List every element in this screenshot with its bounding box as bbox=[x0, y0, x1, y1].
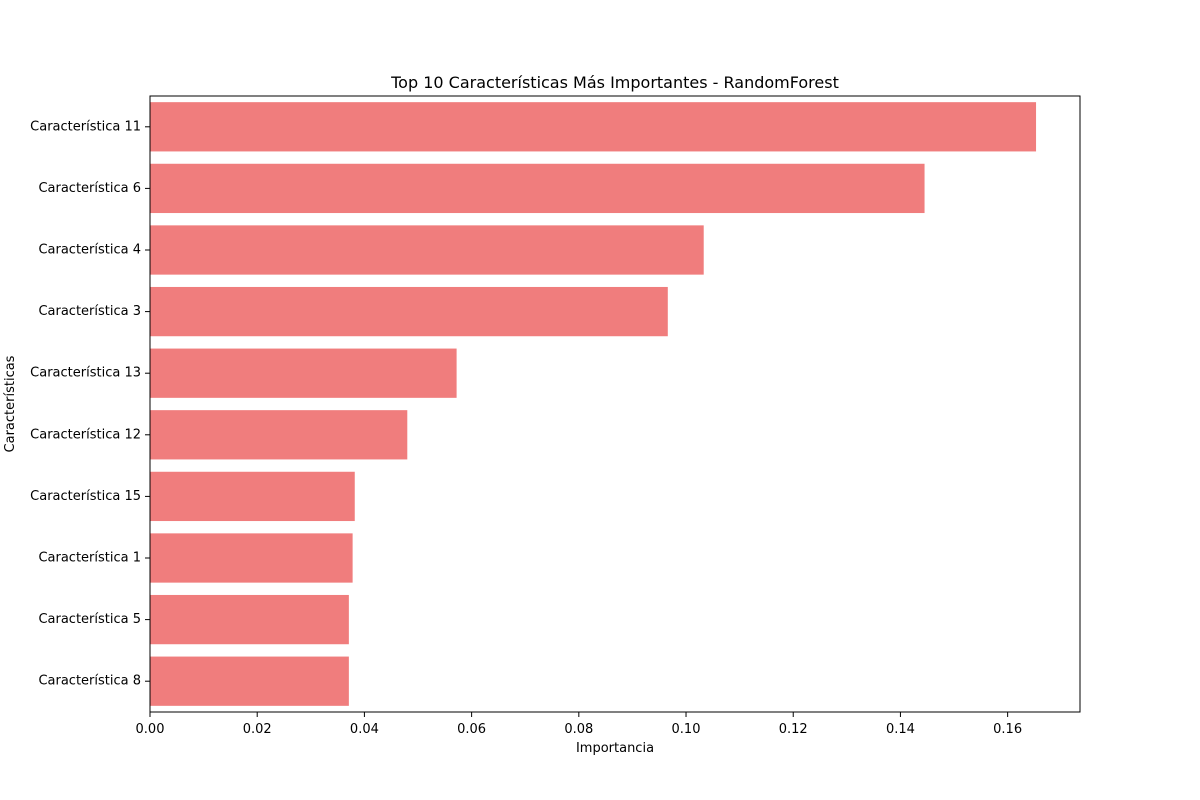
bar-9 bbox=[150, 594, 349, 645]
y-tick-label: Característica 11 bbox=[30, 119, 141, 134]
y-axis-label: Características bbox=[3, 355, 18, 452]
x-tick-label: 0.10 bbox=[672, 722, 701, 737]
bar-8 bbox=[150, 533, 353, 583]
x-tick-label: 0.16 bbox=[993, 722, 1022, 737]
y-tick-label: Característica 15 bbox=[30, 489, 141, 504]
x-axis-label: Importancia bbox=[576, 741, 654, 756]
y-tick-label: Característica 8 bbox=[38, 674, 141, 689]
bar-1 bbox=[150, 102, 1037, 152]
y-tick-label: Característica 5 bbox=[38, 612, 141, 627]
x-tick-label: 0.08 bbox=[564, 722, 593, 737]
x-tick-label: 0.12 bbox=[779, 722, 808, 737]
x-ticks-group: 0.00 0.02 0.04 0.06 0.08 0.10 0.12 0.14 0.16 bbox=[136, 712, 1022, 737]
bar-5 bbox=[150, 348, 457, 398]
chart-title: Top 10 Características Más Importantes -… bbox=[390, 73, 839, 92]
bar-6 bbox=[150, 410, 408, 460]
y-ticks-group: Característica 11 Característica 6 Caracte… bbox=[30, 119, 150, 689]
x-tick-label: 0.06 bbox=[457, 722, 486, 737]
y-tick-label: Característica 6 bbox=[38, 181, 141, 196]
y-tick-label: Característica 12 bbox=[30, 427, 141, 442]
plot-frame bbox=[149, 95, 1081, 713]
x-tick-label: 0.04 bbox=[350, 722, 379, 737]
y-tick-label: Característica 13 bbox=[30, 366, 141, 381]
y-tick-label: Característica 4 bbox=[38, 243, 141, 258]
bar-7 bbox=[150, 471, 355, 522]
bar-3 bbox=[150, 225, 704, 275]
bar-10 bbox=[150, 656, 349, 706]
x-tick-label: 0.00 bbox=[136, 722, 165, 737]
y-tick-label: Característica 1 bbox=[38, 551, 141, 566]
y-tick-label: Característica 3 bbox=[38, 304, 141, 319]
x-tick-label: 0.14 bbox=[886, 722, 915, 737]
bar-4 bbox=[150, 286, 668, 337]
x-tick-label: 0.02 bbox=[243, 722, 272, 737]
bar-2 bbox=[150, 163, 925, 214]
bars-group bbox=[150, 102, 1037, 706]
